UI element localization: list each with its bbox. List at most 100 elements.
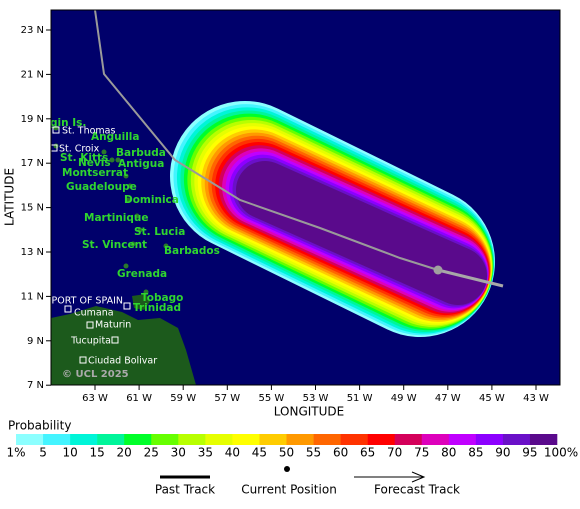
legend-swatch	[475, 434, 504, 445]
legend-label: 75	[414, 446, 429, 460]
legend-label: 95	[522, 446, 537, 460]
island-label: Martinique	[84, 212, 149, 224]
legend-label: 70	[387, 446, 402, 460]
legend-swatch	[502, 434, 531, 445]
legend-swatch	[43, 434, 71, 445]
x-tick-label: 51 W	[347, 393, 373, 404]
key-current-position	[284, 466, 290, 472]
x-tick-label: 53 W	[303, 393, 329, 404]
island-label: Barbados	[164, 245, 220, 257]
legend-swatch	[70, 434, 98, 445]
legend-label: 80	[441, 446, 456, 460]
x-tick-label: 47 W	[435, 393, 461, 404]
y-tick-label: 13 N	[21, 247, 44, 258]
island-label: gin Is.	[50, 117, 86, 129]
town-marker	[123, 302, 131, 310]
town-marker	[51, 144, 58, 152]
island	[115, 157, 121, 163]
island-label: Nevis	[78, 157, 111, 169]
legend-swatch	[340, 434, 368, 445]
x-axis-label: LONGITUDE	[274, 405, 344, 419]
key-arrow-head	[411, 471, 426, 483]
key-label: Current Position	[241, 483, 337, 497]
legend-label: 60	[333, 446, 348, 460]
y-tick-label: 11 N	[21, 291, 44, 302]
legend-swatch	[313, 434, 341, 445]
town-label: PORT OF SPAIN	[52, 296, 123, 307]
y-tick-label: 19 N	[21, 114, 44, 125]
legend-swatch	[259, 434, 287, 445]
swath-band	[236, 161, 487, 305]
legend-swatch	[205, 434, 233, 445]
key-label: Forecast Track	[374, 483, 460, 497]
island-label: St. Lucia	[134, 226, 185, 238]
y-axis-label: LATITUDE	[3, 168, 17, 226]
island-label: Montserrat	[62, 167, 128, 179]
x-tick-label: 63 W	[82, 393, 108, 404]
island-label: Tobago	[141, 292, 183, 304]
town-marker	[86, 321, 94, 329]
island-label: St. Vincent	[82, 239, 147, 251]
legend-swatch	[286, 434, 314, 445]
island	[101, 149, 107, 155]
island	[137, 227, 143, 233]
legend-swatch	[367, 434, 395, 445]
island	[134, 213, 140, 219]
key-label: Past Track	[155, 483, 215, 497]
legend-swatch	[232, 434, 260, 445]
legend-title: Probability	[8, 419, 71, 433]
island	[53, 143, 59, 149]
legend-label: 55	[306, 446, 321, 460]
x-tick-label: 59 W	[170, 393, 196, 404]
island-label: Dominica	[124, 194, 179, 206]
legend-label: 65	[360, 446, 375, 460]
legend-swatch	[421, 434, 450, 445]
legend-label: 20	[117, 446, 132, 460]
y-tick-label: 23 N	[21, 25, 44, 36]
island	[123, 173, 129, 179]
x-tick-label: 61 W	[126, 393, 152, 404]
island	[109, 157, 115, 163]
island-label: Anguilla	[91, 131, 139, 143]
current-position	[433, 265, 443, 275]
legend-label: 25	[144, 446, 159, 460]
island	[130, 241, 136, 247]
legend-swatch	[178, 434, 206, 445]
town-label: St. Thomas	[62, 126, 116, 137]
legend-swatch	[529, 434, 558, 445]
town-label: Cumana	[74, 308, 114, 319]
x-tick-label: 49 W	[391, 393, 417, 404]
island-label: St. Kitts	[60, 152, 108, 164]
x-tick-label: 45 W	[479, 393, 505, 404]
y-tick-label: 9 N	[27, 336, 44, 347]
town-label: Ciudad Bolivar	[88, 356, 157, 367]
forecast-track	[437, 268, 504, 288]
town-label: Tucupita	[70, 336, 111, 347]
y-tick-label: 21 N	[21, 69, 44, 80]
legend-label: 5	[39, 446, 47, 460]
legend-label: 100%	[544, 446, 578, 460]
legend-swatch	[97, 434, 125, 445]
legend-swatch	[124, 434, 152, 445]
island	[127, 183, 133, 189]
land	[132, 294, 150, 310]
legend-swatch	[448, 434, 477, 445]
legend-label: 50	[279, 446, 294, 460]
map-frame	[50, 9, 561, 386]
x-tick-label: 55 W	[259, 393, 285, 404]
island-label: Barbuda	[116, 147, 166, 159]
town-marker	[52, 126, 60, 134]
copyright: © UCL 2025	[62, 369, 129, 380]
island	[163, 243, 169, 249]
legend-swatch	[394, 434, 423, 445]
legend-label: 15	[90, 446, 105, 460]
town-marker	[64, 305, 72, 313]
legend-swatch	[16, 434, 44, 445]
legend-swatch	[151, 434, 179, 445]
legend-label: 85	[468, 446, 483, 460]
y-tick-label: 15 N	[21, 203, 44, 214]
x-tick-label: 57 W	[214, 393, 240, 404]
legend-label: 1%	[6, 446, 25, 460]
